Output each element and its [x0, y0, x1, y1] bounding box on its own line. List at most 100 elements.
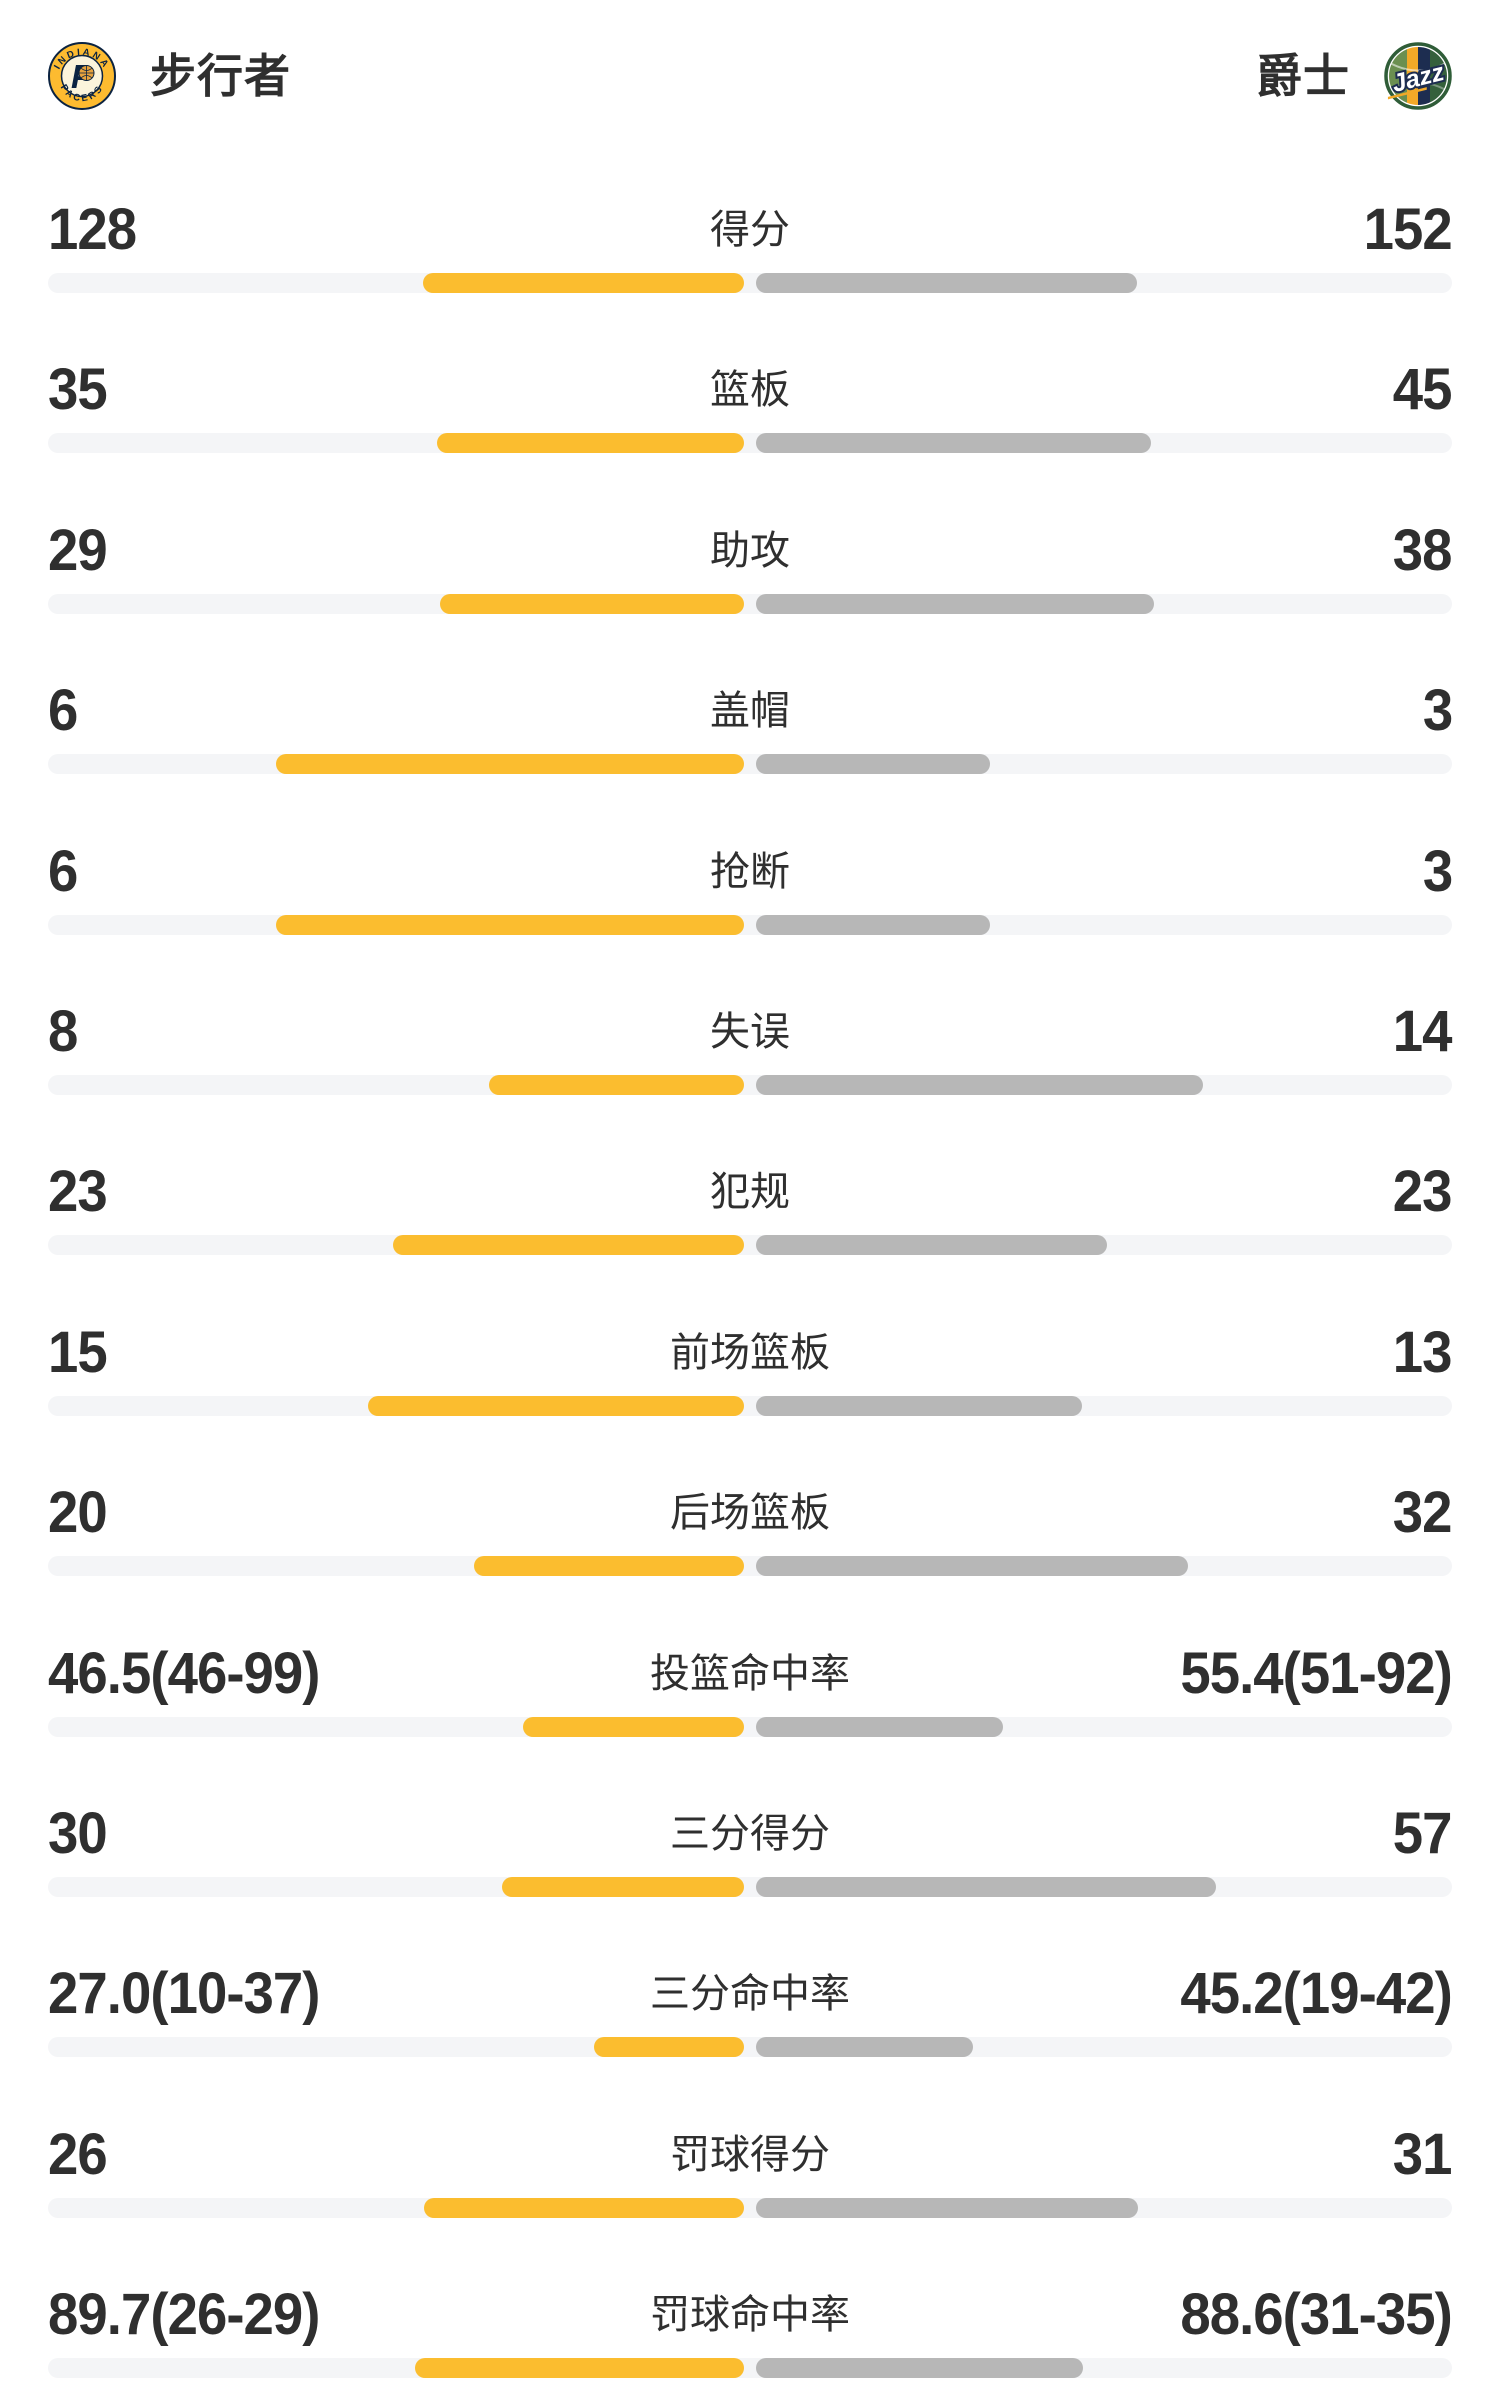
- away-value: 88.6(31-35): [1180, 2282, 1452, 2348]
- stat-row: 29 助攻 38: [48, 471, 1453, 631]
- home-bar: [474, 1556, 744, 1577]
- home-bar: [275, 754, 744, 775]
- stat-label: 盖帽: [710, 689, 790, 734]
- stat-label: 后场篮板: [670, 1491, 830, 1536]
- away-bar: [756, 1235, 1107, 1256]
- away-value: 45.2(19-42): [1180, 1961, 1452, 2027]
- stat-label: 失误: [710, 1009, 790, 1054]
- stat-label: 三分得分: [670, 1811, 830, 1856]
- home-value: 30: [48, 1800, 108, 1866]
- away-value: 14: [1393, 998, 1453, 1064]
- home-bar: [393, 1235, 744, 1256]
- home-value: 27.0(10-37): [48, 1961, 320, 2027]
- bar-track: [48, 754, 1452, 775]
- bar-track: [48, 2037, 1452, 2058]
- home-value: 23: [48, 1159, 108, 1225]
- bar-track: [48, 1876, 1452, 1897]
- stat-label: 得分: [710, 208, 790, 252]
- home-bar: [414, 2358, 744, 2379]
- home-value: 15: [48, 1319, 108, 1385]
- stat-head: 26 罚球得分 31: [48, 2105, 1453, 2205]
- home-value: 20: [48, 1480, 108, 1546]
- stat-row: 6 盖帽 3: [48, 631, 1453, 791]
- stat-row: 23 犯规 23: [48, 1112, 1453, 1272]
- away-value: 32: [1393, 1480, 1453, 1546]
- stat-head: 15 前场篮板 13: [48, 1303, 1453, 1403]
- bar-track: [48, 1716, 1452, 1737]
- away-value: 45: [1393, 357, 1453, 423]
- stats-list: 128 得分 152 35 篮板 45 29 助攻 38: [48, 150, 1453, 2395]
- away-value: 55.4(51-92): [1180, 1640, 1452, 1706]
- stat-head: 46.5(46-99) 投篮命中率 55.4(51-92): [48, 1624, 1453, 1724]
- stat-head: 6 抢断 3: [48, 822, 1453, 922]
- away-bar: [756, 593, 1155, 614]
- home-value: 89.7(26-29): [48, 2282, 320, 2348]
- stat-label: 篮板: [710, 368, 790, 413]
- stat-label: 罚球命中率: [650, 2293, 850, 2338]
- stat-label: 犯规: [710, 1170, 790, 1215]
- away-value: 13: [1393, 1319, 1453, 1385]
- stat-row: 6 抢断 3: [48, 792, 1453, 952]
- home-bar: [423, 273, 744, 293]
- stat-row: 89.7(26-29) 罚球命中率 88.6(31-35): [48, 2235, 1453, 2395]
- stat-row: 8 失误 14: [48, 952, 1453, 1112]
- stat-head: 89.7(26-29) 罚球命中率 88.6(31-35): [48, 2265, 1453, 2365]
- away-value: 3: [1422, 838, 1453, 904]
- home-value: 46.5(46-99): [48, 1640, 320, 1706]
- stat-head: 27.0(10-37) 三分命中率 45.2(19-42): [48, 1944, 1453, 2044]
- stat-row: 35 篮板 45: [48, 310, 1453, 470]
- stat-label: 投篮命中率: [650, 1651, 850, 1696]
- stat-row: 46.5(46-99) 投篮命中率 55.4(51-92): [48, 1594, 1453, 1754]
- stat-label: 前场篮板: [670, 1330, 830, 1375]
- home-bar: [440, 593, 744, 614]
- away-bar: [756, 2358, 1084, 2379]
- away-value: 31: [1393, 2121, 1453, 2187]
- home-bar: [436, 433, 744, 454]
- stat-head: 30 三分得分 57: [48, 1784, 1453, 1884]
- home-value: 8: [48, 998, 78, 1064]
- away-value: 23: [1393, 1159, 1453, 1225]
- bar-track: [48, 593, 1452, 614]
- away-value: 152: [1363, 197, 1453, 262]
- stat-head: 6 盖帽 3: [48, 661, 1453, 761]
- home-bar: [275, 914, 744, 935]
- stat-label: 三分命中率: [650, 1972, 850, 2017]
- away-value: 3: [1422, 678, 1453, 744]
- home-bar: [501, 1876, 744, 1897]
- bar-track: [48, 1395, 1452, 1416]
- stat-row: 30 三分得分 57: [48, 1754, 1453, 1914]
- stat-row: 20 后场篮板 32: [48, 1433, 1453, 1593]
- pacers-logo-icon: INDIANA PACERS P: [48, 42, 116, 110]
- stat-row: 27.0(10-37) 三分命中率 45.2(19-42): [48, 1914, 1453, 2074]
- bar-track: [48, 433, 1452, 454]
- bar-track: [48, 1074, 1452, 1095]
- away-bar: [756, 1395, 1082, 1416]
- bar-track: [48, 1235, 1452, 1256]
- home-team[interactable]: INDIANA PACERS P 步行者: [48, 42, 291, 110]
- stat-head: 128 得分 152: [48, 180, 1453, 280]
- away-bar: [756, 273, 1138, 293]
- away-bar: [756, 1556, 1188, 1577]
- away-bar: [756, 2037, 973, 2058]
- home-value: 29: [48, 517, 108, 583]
- away-bar: [756, 2197, 1138, 2218]
- home-value: 26: [48, 2121, 108, 2187]
- away-bar: [756, 754, 990, 775]
- bar-track: [48, 1556, 1452, 1577]
- away-value: 38: [1393, 517, 1453, 583]
- home-value: 6: [48, 838, 78, 904]
- home-bar: [423, 2197, 744, 2218]
- stat-label: 抢断: [710, 849, 790, 894]
- bar-track: [48, 273, 1452, 293]
- bar-track: [48, 2197, 1452, 2218]
- away-team[interactable]: 爵士 Jazz: [1256, 42, 1452, 110]
- stat-head: 23 犯规 23: [48, 1142, 1453, 1242]
- home-bar: [367, 1395, 744, 1416]
- away-bar: [756, 1716, 1004, 1737]
- stat-row: 128 得分 152: [48, 150, 1453, 310]
- home-value: 6: [48, 678, 78, 744]
- home-value: 128: [48, 197, 137, 262]
- stat-label: 罚球得分: [670, 2132, 830, 2177]
- away-bar: [756, 1074, 1203, 1095]
